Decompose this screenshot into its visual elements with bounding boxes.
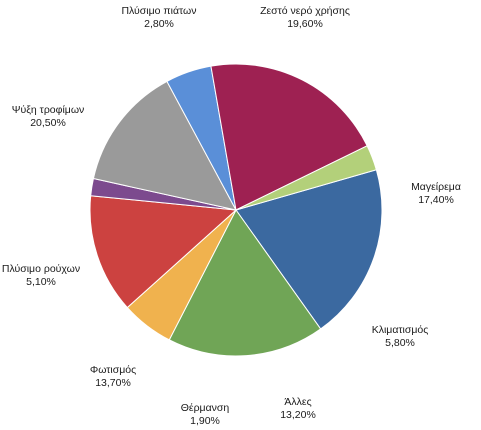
slice-value-label: 20,50% xyxy=(30,117,66,129)
slice-value-label: 13,70% xyxy=(95,377,131,389)
slice-category-label: Ψύξη τροφίμων xyxy=(12,104,85,116)
slice-label-4: Άλλες 13,20% xyxy=(280,396,316,421)
slice-label-1: Ζεστό νερό χρήσης 19,60% xyxy=(260,5,350,30)
slice-value-label: 13,20% xyxy=(280,409,316,421)
slice-category-label: Θέρμανση xyxy=(181,402,230,414)
pie-slices xyxy=(89,63,383,357)
pie-slice-8 xyxy=(210,63,368,211)
slice-value-label: 1,90% xyxy=(190,415,220,427)
slice-label-6: Φωτισμός 13,70% xyxy=(90,364,136,389)
slice-label-9: Πλύσιμο πιάτων 2,80% xyxy=(121,5,196,30)
slice-category-label: Πλύσιμο πιάτων xyxy=(121,5,196,17)
slice-labels: Ζεστό νερό χρήσης 19,60% Μαγείρεμα 17,40% Κλ… xyxy=(2,5,461,427)
pie-slice-1 xyxy=(235,169,383,330)
slice-category-label: Κλιματισμός xyxy=(372,324,429,336)
slice-value-label: 5,80% xyxy=(385,337,415,349)
slice-value-label: 17,40% xyxy=(418,194,454,206)
slice-value-label: 5,10% xyxy=(26,276,56,288)
slice-label-5: Θέρμανση 1,90% xyxy=(181,402,230,427)
slice-label-8: Ψύξη τροφίμων 20,50% xyxy=(12,104,85,129)
pie-slice-9 xyxy=(235,145,377,211)
slice-label-2: Μαγείρεμα 17,40% xyxy=(411,181,461,206)
slice-category-label: Μαγείρεμα xyxy=(411,181,461,193)
slice-category-label: Φωτισμός xyxy=(90,364,136,376)
slice-value-label: 19,60% xyxy=(287,18,323,30)
slice-label-7: Πλύσιμο ρούχων 5,10% xyxy=(2,263,80,288)
slice-category-label: Πλύσιμο ρούχων xyxy=(2,263,80,275)
slice-category-label: Άλλες xyxy=(284,396,311,408)
pie-slice-4 xyxy=(89,195,238,309)
slice-value-label: 2,80% xyxy=(144,18,174,30)
slice-category-label: Ζεστό νερό χρήσης xyxy=(260,5,350,17)
pie-slice-6 xyxy=(92,80,237,211)
slice-label-3: Κλιματισμός 5,80% xyxy=(372,324,429,349)
pie-slice-2 xyxy=(168,209,322,357)
